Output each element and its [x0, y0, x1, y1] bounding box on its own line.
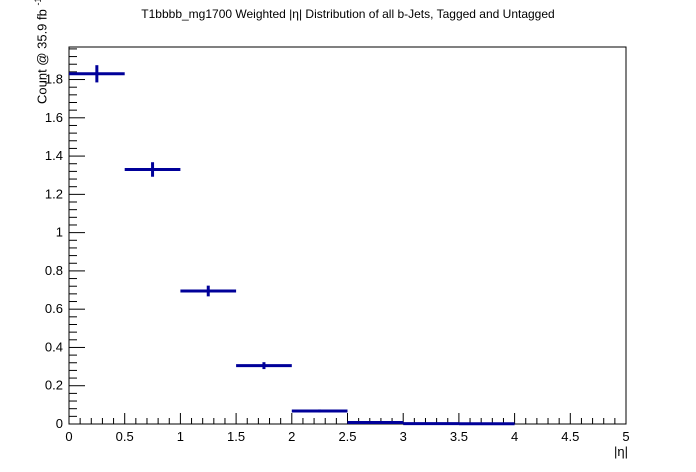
y-tick-label: 0.4 — [45, 339, 63, 354]
x-axis-label: |η| — [614, 444, 628, 459]
x-tick-label: 5 — [622, 429, 629, 444]
y-tick-label: 0.8 — [45, 263, 63, 278]
x-tick-label: 0 — [65, 429, 72, 444]
x-tick-label: 2.5 — [338, 429, 356, 444]
x-tick-label: 2 — [288, 429, 295, 444]
y-axis-label: Count @ 35.9 fb -1 — [33, 0, 49, 104]
y-tick-label: 1.8 — [45, 72, 63, 87]
y-tick-label: 0.6 — [45, 301, 63, 316]
plot-frame — [68, 46, 627, 425]
x-tick-label: 3.5 — [450, 429, 468, 444]
chart-title: T1bbbb_mg1700 Weighted |η| Distribution … — [141, 7, 555, 21]
x-tick-label: 1.5 — [227, 429, 245, 444]
y-tick-label: 1.6 — [45, 110, 63, 125]
x-tick-label: 0.5 — [116, 429, 134, 444]
x-tick-label: 1 — [177, 429, 184, 444]
y-tick-label: 1.4 — [45, 148, 63, 163]
x-tick-label: 3 — [400, 429, 407, 444]
y-axis-label-sup: -1 — [33, 0, 43, 6]
y-axis-label-main: Count @ 35.9 fb — [34, 9, 50, 104]
y-tick-label: 1.2 — [45, 186, 63, 201]
x-tick-label: 4 — [511, 429, 518, 444]
x-tick-label: 4.5 — [561, 429, 579, 444]
y-tick-label: 0.2 — [45, 378, 63, 393]
y-tick-label: 1 — [56, 225, 63, 240]
y-tick-label: 0 — [56, 416, 63, 431]
